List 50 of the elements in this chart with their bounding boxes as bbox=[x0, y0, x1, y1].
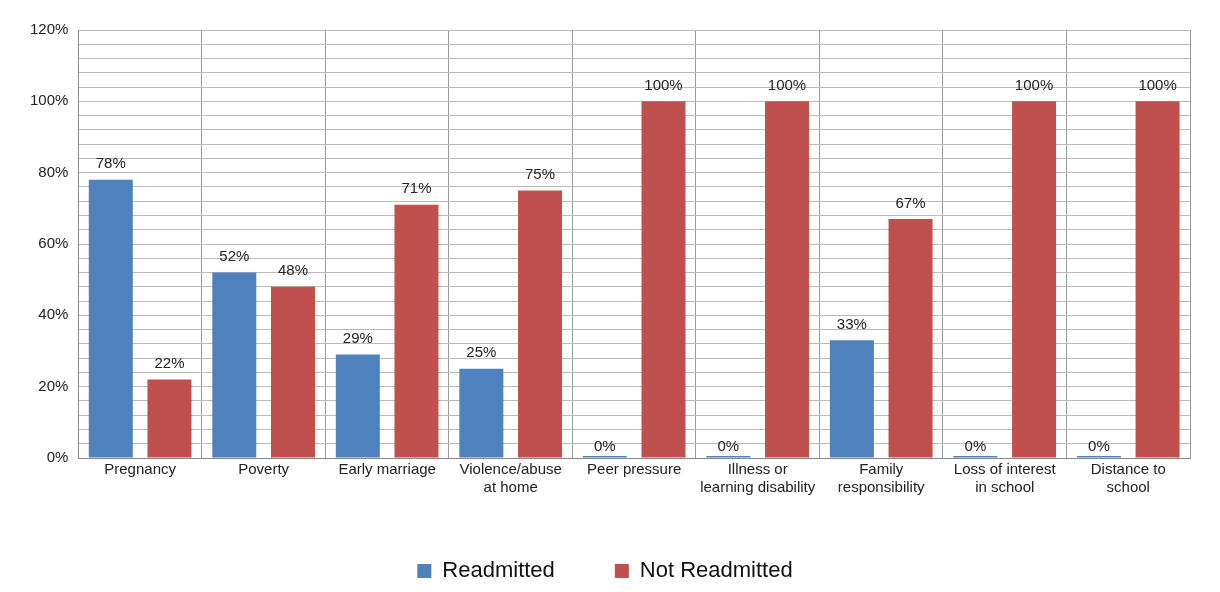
y-tick-label: 0% bbox=[46, 448, 69, 466]
data-label: 25% bbox=[466, 343, 497, 361]
x-tick-label: Poverty bbox=[238, 460, 290, 478]
x-tick-label: Family responsibility bbox=[837, 460, 926, 496]
bar bbox=[1012, 101, 1057, 458]
x-tick-label: Peer pressure bbox=[587, 460, 682, 478]
data-label: 22% bbox=[154, 354, 185, 372]
data-label: 75% bbox=[524, 165, 556, 183]
x-tick-label: Early marriage bbox=[338, 460, 436, 478]
x-tick-label: Illness or learning disability bbox=[700, 460, 816, 496]
y-tick-label: 40% bbox=[38, 305, 69, 323]
bar bbox=[88, 179, 133, 458]
legend-label: Readmitted bbox=[442, 557, 555, 583]
bar bbox=[335, 354, 380, 458]
bar bbox=[212, 272, 257, 458]
data-label: 0% bbox=[717, 436, 740, 454]
bar bbox=[641, 101, 686, 458]
bar bbox=[765, 101, 810, 458]
bar bbox=[888, 219, 933, 458]
bar bbox=[518, 190, 562, 458]
data-label: 100% bbox=[767, 75, 807, 93]
data-label: 100% bbox=[1014, 75, 1054, 93]
y-tick-label: 20% bbox=[38, 376, 69, 394]
y-tick-label: 60% bbox=[38, 234, 69, 252]
data-label: 29% bbox=[342, 329, 373, 347]
data-label: 71% bbox=[401, 179, 432, 197]
bar bbox=[270, 286, 315, 458]
x-tick-label: Loss of interest in school bbox=[953, 460, 1057, 496]
x-tick-label: Distance to school bbox=[1090, 460, 1166, 496]
y-tick-label: 120% bbox=[29, 20, 69, 38]
legend-label: Not Readmitted bbox=[639, 557, 793, 583]
data-label: 0% bbox=[594, 436, 616, 454]
data-label: 100% bbox=[1138, 75, 1177, 93]
x-tick-label: Violence/abuse at home bbox=[459, 460, 562, 496]
data-label: 48% bbox=[277, 261, 308, 279]
y-tick-label: 80% bbox=[38, 162, 69, 180]
bar bbox=[394, 204, 439, 458]
data-label: 52% bbox=[219, 247, 250, 265]
data-label: 0% bbox=[1088, 436, 1110, 454]
bar bbox=[1135, 101, 1180, 458]
bar bbox=[459, 368, 504, 458]
data-label: 78% bbox=[95, 154, 126, 172]
y-tick-label: 100% bbox=[29, 91, 69, 109]
bar bbox=[147, 379, 192, 458]
data-label: 33% bbox=[836, 314, 867, 332]
bar bbox=[829, 340, 874, 458]
data-label: 67% bbox=[895, 193, 926, 211]
x-tick-label: Pregnancy bbox=[104, 460, 177, 478]
data-label: 0% bbox=[964, 436, 987, 454]
data-label: 100% bbox=[644, 75, 683, 93]
